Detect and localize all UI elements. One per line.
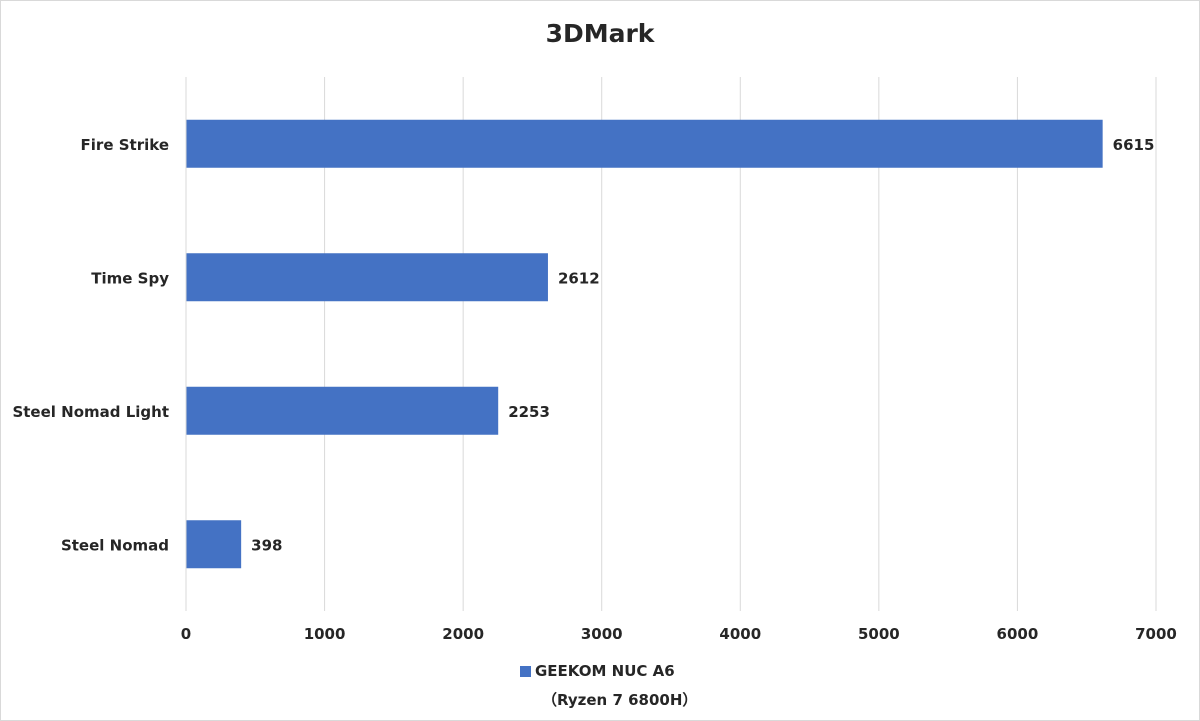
- x-tick-label: 3000: [581, 625, 623, 643]
- bar-steel-nomad-light: [186, 386, 499, 435]
- legend-entry: GEEKOM NUC A6: [520, 662, 697, 680]
- data-label: 2253: [508, 403, 550, 421]
- x-tick-label: 2000: [442, 625, 484, 643]
- data-label: 6615: [1113, 136, 1155, 154]
- x-tick-label: 6000: [997, 625, 1039, 643]
- chart-title: 3DMark: [545, 19, 655, 48]
- x-tick-label: 1000: [304, 625, 346, 643]
- x-tick-label: 4000: [719, 625, 761, 643]
- y-category-label: Steel Nomad: [61, 536, 169, 554]
- x-tick-label: 7000: [1135, 625, 1177, 643]
- y-category-label: Time Spy: [91, 269, 169, 287]
- x-tick-label: 0: [181, 625, 191, 643]
- data-label: 2612: [558, 269, 600, 287]
- bar-fire-strike: [186, 119, 1103, 168]
- y-category-label: Fire Strike: [81, 136, 169, 154]
- legend: GEEKOM NUC A6 （Ryzen 7 6800H）: [520, 662, 697, 710]
- bar-time-spy: [186, 253, 548, 302]
- legend-label-line2: （Ryzen 7 6800H）: [542, 691, 698, 709]
- legend-label: GEEKOM NUC A6: [535, 662, 675, 680]
- legend-swatch: [520, 665, 531, 677]
- data-label: 398: [251, 536, 282, 554]
- y-category-label: Steel Nomad Light: [12, 403, 169, 421]
- bar-steel-nomad: [186, 520, 242, 569]
- x-tick-label: 5000: [858, 625, 900, 643]
